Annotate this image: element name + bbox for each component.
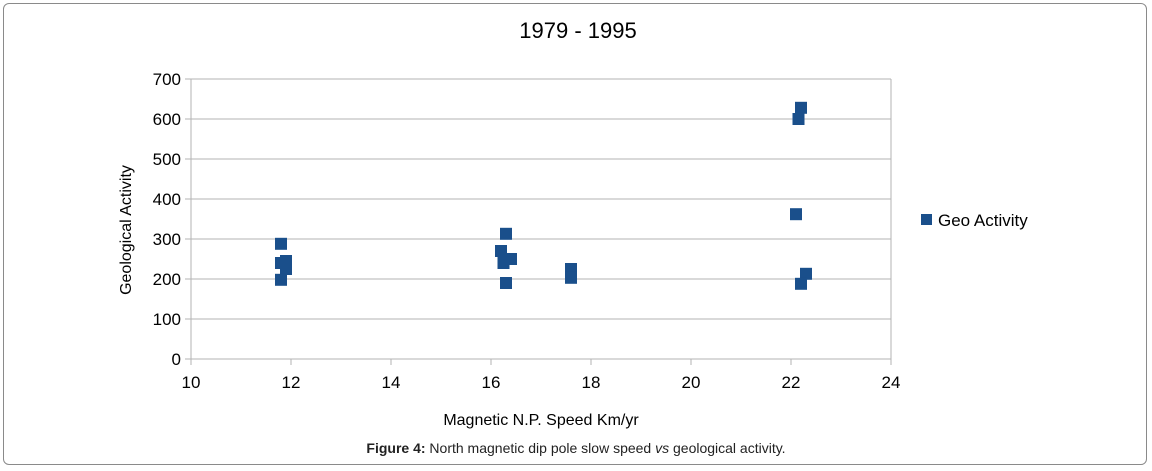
data-point-0-12 bbox=[795, 101, 807, 114]
y-axis-ticks: 0 100 200 300 400 500 600 700 bbox=[153, 70, 191, 369]
legend-label: Geo Activity bbox=[938, 211, 1028, 230]
x-tick-label: 20 bbox=[682, 373, 701, 392]
x-tick-label: 24 bbox=[882, 373, 901, 392]
data-point-0-0 bbox=[275, 237, 287, 250]
figure-frame bbox=[3, 3, 1147, 465]
data-point-0-9 bbox=[500, 277, 512, 289]
figure-caption: Figure 4: North magnetic dip pole slow s… bbox=[0, 440, 1152, 456]
data-point-0-14 bbox=[790, 208, 802, 221]
y-tick-label: 0 bbox=[172, 350, 181, 369]
caption-emphasis: vs bbox=[655, 440, 670, 456]
caption-text-before: North magnetic dip pole slow speed bbox=[425, 440, 656, 456]
caption-text-after: geological activity. bbox=[669, 440, 786, 456]
chart-title: 1979 - 1995 bbox=[519, 18, 636, 43]
caption-label: Figure 4: bbox=[366, 440, 426, 456]
y-tick-label: 700 bbox=[153, 70, 181, 89]
x-tick-label: 14 bbox=[382, 373, 401, 392]
x-axis-ticks: 10 12 14 16 18 20 22 24 bbox=[182, 359, 901, 392]
data-point-0-6 bbox=[495, 245, 507, 257]
y-tick-label: 300 bbox=[153, 230, 181, 249]
y-axis-label: Geological Activity bbox=[118, 165, 135, 295]
x-tick-label: 18 bbox=[582, 373, 601, 392]
x-tick-label: 22 bbox=[782, 373, 801, 392]
data-point-0-8 bbox=[505, 253, 517, 265]
legend-marker bbox=[921, 214, 932, 225]
data-point-0-15 bbox=[800, 267, 812, 280]
y-tick-label: 400 bbox=[153, 190, 181, 209]
x-axis-label: Magnetic N.P. Speed Km/yr bbox=[443, 412, 639, 429]
data-point-0-13 bbox=[792, 113, 805, 125]
data-point-0-4 bbox=[275, 273, 287, 286]
y-tick-label: 500 bbox=[153, 150, 181, 169]
data-point-0-3 bbox=[280, 263, 292, 275]
data-point-0-16 bbox=[795, 277, 807, 290]
data-points bbox=[275, 101, 812, 290]
y-tick-label: 200 bbox=[153, 270, 181, 289]
data-point-0-5 bbox=[500, 227, 512, 240]
grid-lines bbox=[191, 78, 891, 360]
x-tick-label: 12 bbox=[282, 373, 301, 392]
x-tick-label: 16 bbox=[482, 373, 501, 392]
y-tick-label: 600 bbox=[153, 110, 181, 129]
legend: Geo Activity bbox=[921, 211, 1028, 230]
data-point-0-11 bbox=[565, 271, 577, 284]
x-tick-label: 10 bbox=[182, 373, 201, 392]
y-tick-label: 100 bbox=[153, 310, 181, 329]
